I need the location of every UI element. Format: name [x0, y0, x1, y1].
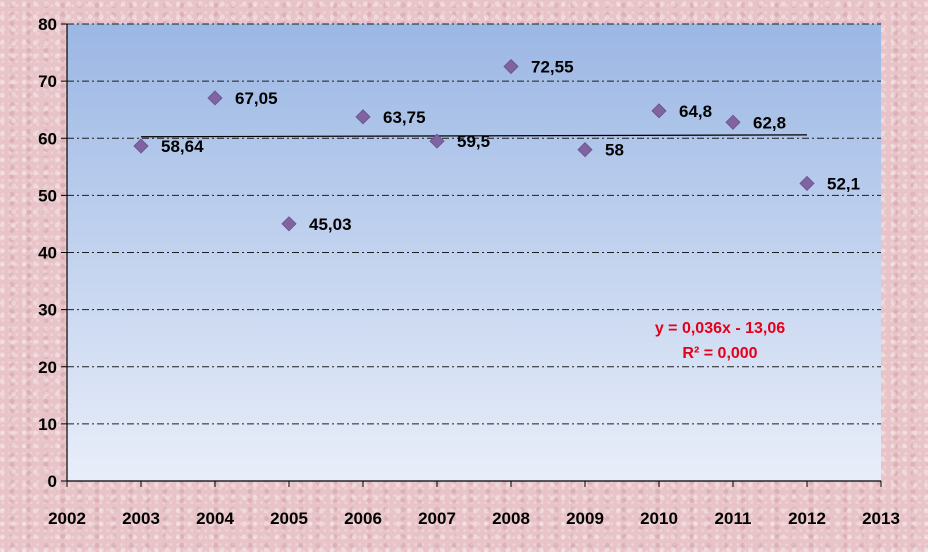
data-label: 64,8 [679, 102, 712, 121]
data-point [651, 103, 667, 119]
gridlines [67, 23, 881, 425]
data-point [133, 138, 149, 154]
y-tick-label: 30 [38, 301, 57, 320]
x-tick-label: 2011 [715, 509, 752, 528]
data-point [799, 175, 815, 191]
x-tick-label: 2006 [344, 509, 382, 528]
trendline-line [140, 134, 808, 138]
x-tick-label: 2005 [270, 509, 308, 528]
data-label: 67,05 [235, 89, 278, 108]
data-point [725, 114, 741, 130]
data-label: 59,5 [457, 132, 490, 151]
y-tick-label: 0 [48, 472, 57, 491]
y-tick-label: 60 [38, 129, 57, 148]
data-points [133, 58, 815, 232]
y-tick-label: 40 [38, 244, 57, 263]
y-tick-label: 20 [38, 358, 57, 377]
trendline-equation: y = 0,036x - 13,06 [655, 320, 785, 337]
data-point [503, 58, 519, 75]
y-tick-label: 80 [38, 15, 57, 34]
x-tick-label: 2012 [788, 509, 826, 528]
data-label: 52,1 [827, 174, 860, 193]
data-point [429, 133, 445, 149]
y-tick-label: 70 [38, 72, 57, 91]
y-tick-label: 10 [38, 415, 57, 434]
axes: 0 10 20 30 40 50 60 70 80 2002 2003 2004 2005 2006 200… [38, 15, 900, 528]
data-label: 63,75 [383, 108, 426, 127]
x-tick-label: 2007 [418, 509, 456, 528]
data-point [281, 216, 297, 232]
data-label: 72,55 [531, 58, 574, 77]
x-tick-label: 2009 [566, 509, 604, 528]
trendline-r-squared: R² = 0,000 [682, 345, 757, 362]
data-label: 45,03 [309, 215, 352, 234]
data-point [207, 90, 223, 106]
x-tick-label: 2010 [640, 509, 678, 528]
data-labels: 58,64 67,05 45,03 63,75 59,5 72,55 58 64,8 62,8 5… [161, 58, 860, 234]
x-tick-label: 2008 [492, 509, 530, 528]
x-tick-label: 2013 [862, 509, 900, 528]
data-label: 62,8 [753, 113, 786, 132]
data-point [355, 109, 371, 125]
trendline [140, 134, 808, 138]
data-label: 58,64 [161, 137, 204, 156]
data-label: 58 [605, 141, 624, 160]
y-tick-label: 50 [38, 186, 57, 205]
data-point [577, 142, 593, 158]
x-tick-label: 2003 [122, 509, 160, 528]
x-tick-label: 2002 [48, 509, 86, 528]
x-tick-label: 2004 [196, 509, 234, 528]
